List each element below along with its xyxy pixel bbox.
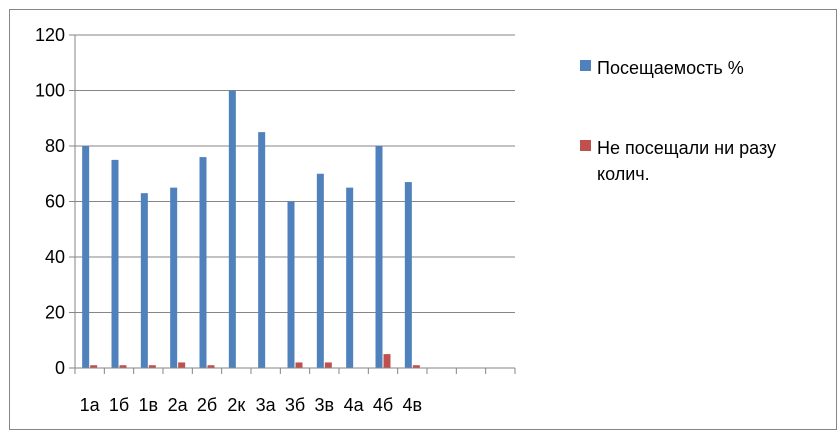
legend: Посещаемость % Не посещали ни разу колич. [580,58,776,184]
bar-never-attended-4б [383,354,391,368]
y-tick-label: 100 [35,81,65,101]
x-tick-label: 1а [80,395,101,415]
bar-never-attended-1б [119,365,127,368]
x-tick-label: 4в [403,395,423,415]
axes [69,34,516,374]
y-tick-labels: 0 20 40 60 80 100 120 [35,25,65,378]
bar-attendance-4в [404,182,412,368]
bar-never-attended-4в [412,365,420,368]
x-tick-label: 4б [373,395,393,415]
legend-label: Посещаемость % [597,58,744,78]
x-tick-label: 3а [256,395,277,415]
bar-never-attended-3б [295,362,303,368]
bar-attendance-1а [82,146,90,368]
legend-label: колич. [597,164,650,184]
x-tick-label: 1в [139,395,159,415]
y-tick-label: 40 [45,247,65,267]
bar-never-attended-1в [148,365,156,368]
y-tick-label: 20 [45,303,65,323]
bar-never-attended-2а [178,362,186,368]
x-tick-label: 2а [168,395,189,415]
x-tick-label: 3б [285,395,305,415]
bar-attendance-4б [375,146,383,368]
bar-attendance-1б [111,159,119,368]
x-tick-labels: 1а 1б 1в 2а 2б 2к 3а 3б 3в 4а 4б 4в [80,395,422,415]
bar-attendance-2а [170,187,178,368]
bar-attendance-2к [228,90,236,368]
x-tick-label: 2б [197,395,217,415]
legend-label: Не посещали ни разу [597,138,776,158]
bar-attendance-3в [316,173,324,368]
bar-never-attended-2б [207,365,215,368]
bar-attendance-3а [258,132,266,368]
legend-swatch [580,60,591,71]
x-tick-label: 1б [109,395,129,415]
bar-never-attended-3в [324,362,332,368]
y-tick-label: 120 [35,25,65,45]
y-tick-label: 0 [55,358,65,378]
x-tick-label: 3в [315,395,335,415]
bar-attendance-2б [199,157,207,368]
bar-attendance-3б [287,201,295,368]
y-tick-label: 80 [45,136,65,156]
bar-attendance-1в [140,193,148,368]
bar-never-attended-1а [90,365,98,368]
x-tick-label: 2к [227,395,245,415]
bars [82,90,420,368]
y-tick-label: 60 [45,192,65,212]
x-tick-label: 4а [344,395,365,415]
bar-attendance-4а [346,187,354,368]
gridlines [75,34,515,313]
legend-swatch [580,140,591,151]
